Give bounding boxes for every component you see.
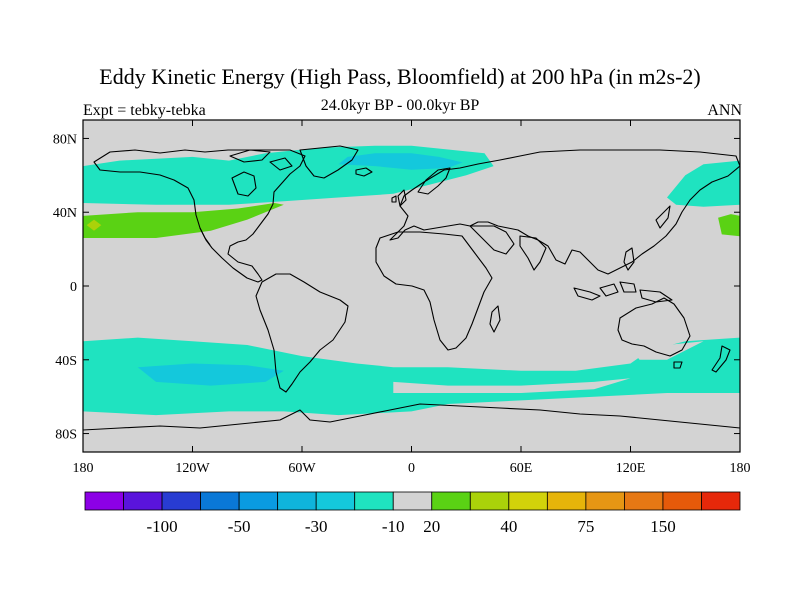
coastline-philippines — [623, 247, 635, 271]
colorbar-box-9 — [431, 491, 471, 511]
contour-region-6 — [83, 337, 740, 416]
colorbar-box-1 — [123, 491, 163, 511]
axis-tick-labels: 180 120W 60W 0 60E 120E 180 80N 40N 0 40S 80S — [53, 132, 751, 476]
colorbar-box-10 — [469, 491, 510, 511]
coastline-arctic-islands — [229, 149, 293, 171]
colorbar-box-0 — [84, 491, 124, 511]
colorbar-label-7: 150 — [650, 517, 676, 536]
contour-region-2 — [667, 160, 740, 207]
colorbar-box-11 — [508, 491, 548, 511]
contour-region-4 — [86, 219, 102, 231]
colorbar-box-4 — [238, 491, 279, 511]
contour-region-5 — [718, 214, 740, 237]
coastline-eurasia — [389, 149, 740, 275]
colorbar-box-2 — [161, 491, 201, 511]
colorbar-label-6: 75 — [577, 517, 594, 536]
colorbar-label-5: 40 — [500, 517, 517, 536]
y-tick-label-2: 0 — [70, 280, 77, 295]
coastline-new-zealand — [711, 345, 731, 373]
coastline-africa — [375, 231, 493, 351]
colorbar-box-16 — [701, 491, 741, 511]
coastline-tasmania — [673, 361, 683, 369]
coastline-australia — [617, 297, 691, 357]
colorbar-box-6 — [315, 491, 356, 511]
x-tick-label-1: 120W — [175, 461, 210, 476]
period-label: 24.0kyr BP - 00.0kyr BP — [320, 97, 480, 114]
coastline-greenland — [299, 145, 359, 179]
coastline-hudson-bay — [231, 171, 257, 197]
colorbar-box-5 — [277, 491, 317, 511]
y-tick-label-4: 80S — [55, 428, 77, 443]
chart-title: Eddy Kinetic Energy (High Pass, Bloomfie… — [99, 64, 701, 89]
colorbar-box-3 — [200, 491, 240, 511]
colorbar-box-8 — [392, 491, 433, 511]
coastline-japan — [655, 205, 671, 229]
colorbar-box-13 — [585, 491, 625, 511]
experiment-label: Expt = tebky-tebka — [83, 102, 206, 119]
colorbar-box-14 — [624, 491, 664, 511]
y-tick-label-0: 80N — [53, 132, 77, 147]
contour-region-8 — [137, 363, 284, 386]
coastline-britain — [391, 189, 407, 207]
x-tick-label-4: 60E — [510, 461, 533, 476]
colorbar-label-4: 20 — [423, 517, 440, 536]
colorbar-label-2: -30 — [305, 517, 328, 536]
x-tick-label-0: 180 — [73, 461, 94, 476]
contour-region-9 — [630, 341, 704, 360]
coastlines — [83, 145, 740, 431]
coastline-south-america — [255, 273, 349, 393]
colorbar-label-0: -100 — [146, 517, 177, 536]
colorbar-label-1: -50 — [228, 517, 251, 536]
x-tick-label-2: 60W — [288, 461, 316, 476]
y-tick-label-1: 40N — [53, 206, 77, 221]
x-tick-label-3: 0 — [408, 461, 415, 476]
colorbar: -100 -50 -30 -10 20 40 75 150 — [84, 491, 741, 536]
coastline-antarctica — [83, 403, 740, 431]
coastline-indonesia — [573, 281, 673, 303]
colorbar-label-3: -10 — [382, 517, 405, 536]
y-tick-label-3: 40S — [55, 354, 77, 369]
contour-region-1 — [338, 153, 463, 170]
x-tick-label-5: 120E — [616, 461, 646, 476]
contour-region-7 — [393, 378, 631, 393]
coastline-india — [519, 235, 547, 271]
x-tick-label-6: 180 — [730, 461, 751, 476]
coastline-madagascar — [489, 305, 501, 333]
axis-ticks — [82, 120, 741, 452]
coastline-iceland — [355, 167, 373, 177]
coastline-scandinavia — [417, 167, 451, 195]
season-label: ANN — [707, 102, 742, 119]
colorbar-box-15 — [662, 491, 702, 511]
contour-region-3 — [83, 203, 284, 238]
coastline-baja — [199, 227, 211, 246]
colorbar-box-7 — [354, 491, 394, 511]
colorbar-box-12 — [546, 491, 587, 511]
coastline-arabia — [469, 225, 515, 255]
